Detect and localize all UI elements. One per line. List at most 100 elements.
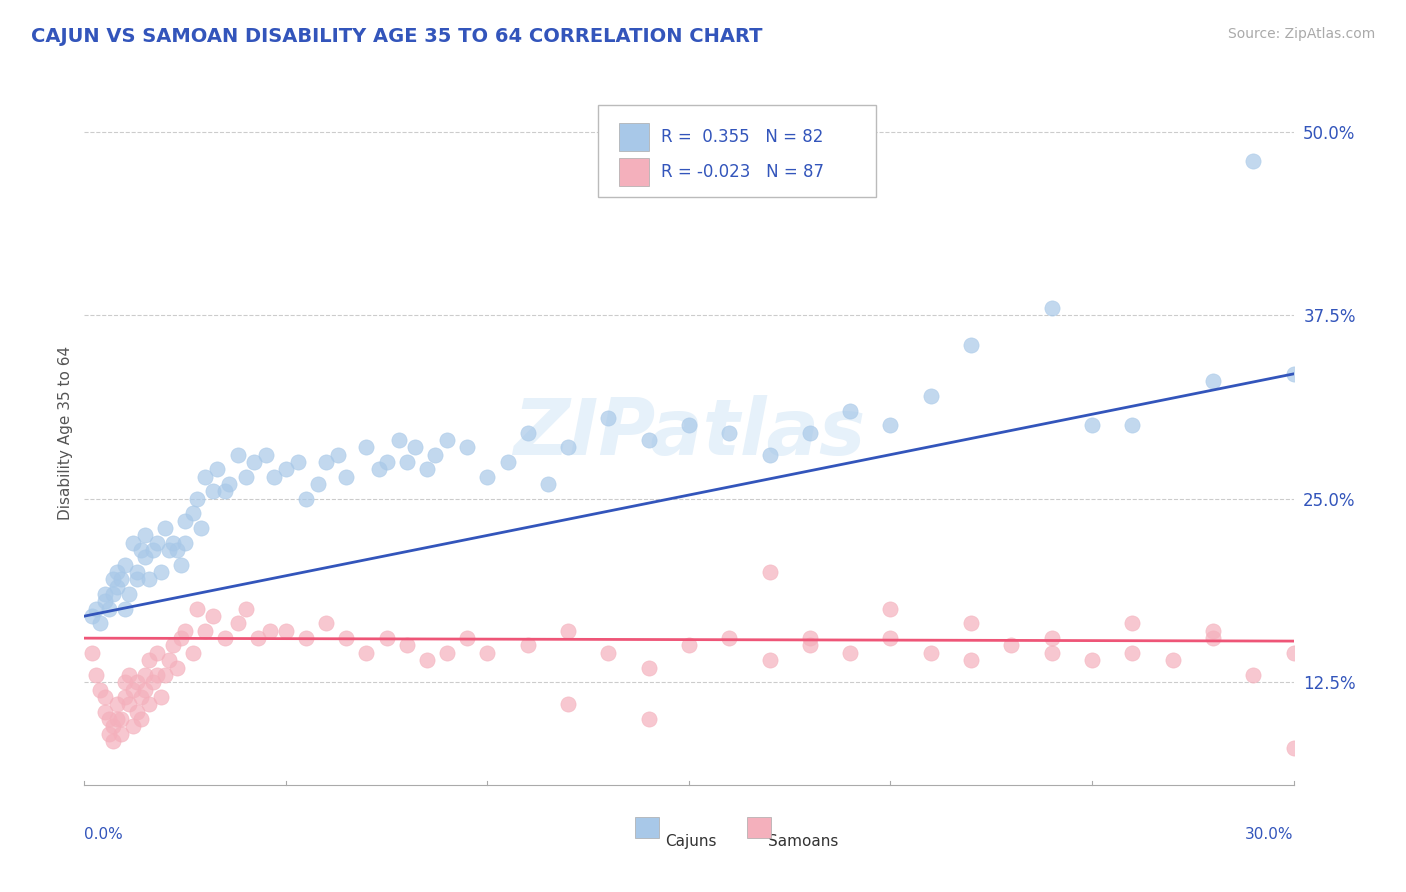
Point [149,690,172,704]
Point [246,631,269,645]
Point [153,521,176,535]
Point [274,624,297,638]
Point [207,462,229,476]
Point [121,535,143,549]
Point [477,646,499,660]
Point [134,682,156,697]
Point [138,653,160,667]
Point [839,646,862,660]
Point [295,491,318,506]
Point [1161,653,1184,667]
Point [97,602,120,616]
Point [307,477,329,491]
Point [718,425,741,440]
Point [114,675,136,690]
FancyBboxPatch shape [619,122,650,151]
Point [202,609,225,624]
Point [315,455,337,469]
Point [274,462,297,476]
Point [388,433,411,447]
Text: R =  0.355   N = 82: R = 0.355 N = 82 [661,128,824,145]
Point [456,440,478,454]
Point [101,573,124,587]
Point [1040,301,1063,315]
Point [134,550,156,565]
Point [105,712,128,726]
Point [202,484,225,499]
Point [557,624,579,638]
Point [162,535,184,549]
Point [477,469,499,483]
Point [142,675,165,690]
Point [1202,624,1225,638]
Point [170,558,193,572]
Point [1282,741,1305,756]
Point [153,668,176,682]
Point [129,712,152,726]
Point [839,403,862,417]
Point [1121,646,1143,660]
Point [395,639,418,653]
Text: R = -0.023   N = 87: R = -0.023 N = 87 [661,163,824,181]
Text: Cajuns: Cajuns [665,834,716,849]
Point [1241,154,1264,169]
Point [174,535,197,549]
Point [637,660,659,674]
Point [186,491,208,506]
Point [121,682,143,697]
FancyBboxPatch shape [747,817,770,838]
Point [799,631,821,645]
Point [125,675,148,690]
Point [1121,616,1143,631]
Point [315,616,337,631]
Point [218,477,240,491]
Point [157,543,180,558]
Point [879,631,901,645]
Point [356,646,378,660]
Point [162,639,184,653]
Point [166,543,188,558]
Point [1121,418,1143,433]
Point [1282,646,1305,660]
Point [416,462,439,476]
Text: CAJUN VS SAMOAN DISABILITY AGE 35 TO 64 CORRELATION CHART: CAJUN VS SAMOAN DISABILITY AGE 35 TO 64 … [31,27,762,45]
Point [129,543,152,558]
Point [960,616,983,631]
Point [146,668,169,682]
Point [194,469,217,483]
Point [920,646,942,660]
Point [114,558,136,572]
Point [93,594,115,608]
Point [181,646,204,660]
Point [89,682,111,697]
Text: Source: ZipAtlas.com: Source: ZipAtlas.com [1227,27,1375,41]
Point [138,697,160,711]
Point [114,690,136,704]
Point [134,528,156,542]
Point [138,573,160,587]
FancyBboxPatch shape [599,105,876,196]
Text: Samoans: Samoans [768,834,838,849]
Text: 0.0%: 0.0% [84,827,124,842]
FancyBboxPatch shape [634,817,659,838]
Point [423,448,446,462]
Point [416,653,439,667]
Point [166,660,188,674]
Point [1202,631,1225,645]
Point [105,565,128,579]
Point [557,440,579,454]
Point [190,521,212,535]
Point [335,469,357,483]
Point [110,726,132,740]
Point [1081,653,1104,667]
Point [598,646,620,660]
Point [254,448,277,462]
Point [259,624,281,638]
Point [1081,418,1104,433]
Point [516,639,538,653]
Point [194,624,217,638]
Point [242,455,264,469]
Point [101,734,124,748]
Point [174,514,197,528]
Point [118,668,141,682]
